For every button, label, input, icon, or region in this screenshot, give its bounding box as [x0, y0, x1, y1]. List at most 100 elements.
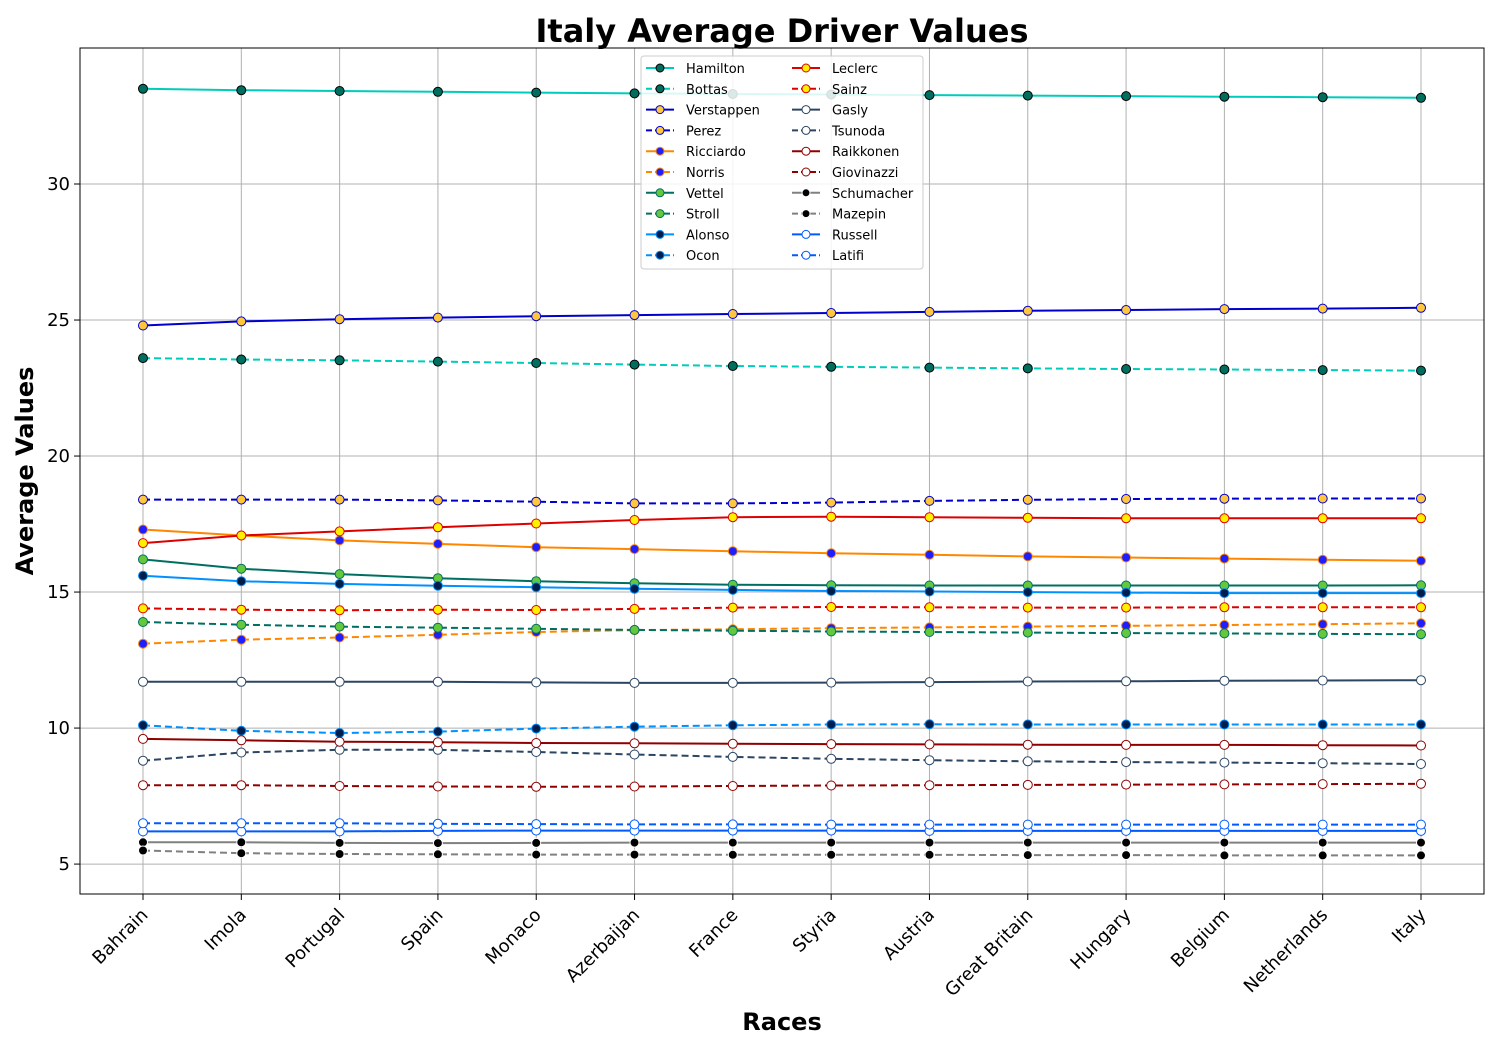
x-tick-label: Imola: [201, 905, 251, 955]
legend-item-sainz: Sainz: [792, 83, 867, 98]
data-point-gasly: [826, 677, 837, 688]
data-point-mazepin: [629, 849, 640, 860]
legend-label: Hamilton: [686, 62, 745, 77]
y-tick-label: 30: [47, 174, 70, 195]
data-point-verstappen: [531, 311, 542, 322]
data-point-stroll: [1416, 629, 1426, 640]
data-point-hamilton: [531, 87, 542, 98]
data-point-gasly: [1022, 676, 1033, 687]
data-point-sainz: [1317, 602, 1328, 613]
data-point-mazepin: [1317, 850, 1328, 861]
x-tick-label: France: [685, 905, 742, 962]
data-point-sainz: [334, 605, 345, 616]
data-point-schumacher: [432, 838, 443, 849]
series-stroll: [138, 617, 1426, 640]
legend-label: Bottas: [686, 83, 728, 98]
legend-label: Sainz: [832, 83, 867, 98]
series-tsunoda: [138, 744, 1426, 769]
legend-label: Stroll: [686, 208, 720, 223]
data-point-tsunoda: [1317, 758, 1328, 769]
data-point-latifi: [826, 819, 837, 830]
legend-item-giovinazzi: Giovinazzi: [792, 166, 898, 181]
legend-marker: [655, 250, 665, 260]
data-point-stroll: [432, 622, 443, 633]
data-point-raikkonen: [727, 738, 738, 749]
data-point-leclerc: [727, 512, 738, 523]
data-point-bottas: [531, 358, 542, 368]
data-point-bottas: [1121, 364, 1132, 374]
series-line-norris: [142, 622, 1422, 645]
data-point-bottas: [334, 355, 345, 366]
data-point-ocon: [1416, 719, 1426, 730]
data-point-latifi: [1121, 819, 1132, 830]
data-point-perez: [826, 497, 837, 508]
data-point-giovinazzi: [727, 781, 738, 791]
data-point-schumacher: [1317, 837, 1328, 848]
series-line-leclerc: [142, 515, 1421, 545]
data-point-mazepin: [924, 849, 935, 860]
y-axis-label: Average Values: [11, 367, 39, 576]
data-point-perez: [236, 494, 247, 505]
legend-box: [640, 55, 924, 270]
data-point-norris: [1317, 619, 1328, 630]
data-point-mazepin: [334, 849, 345, 859]
data-point-raikkonen: [432, 737, 443, 748]
series-line-ricciardo: [142, 528, 1422, 562]
data-point-stroll: [531, 623, 542, 634]
data-point-norris: [1416, 618, 1426, 629]
data-point-verstappen: [1022, 305, 1033, 316]
data-point-ricciardo: [138, 524, 148, 535]
data-point-mazepin: [138, 845, 148, 856]
series-line-russell: [143, 829, 1421, 833]
data-point-perez: [1022, 494, 1033, 505]
data-point-ocon: [138, 720, 148, 731]
data-point-ocon: [236, 725, 247, 736]
series-vettel: [138, 554, 1426, 591]
data-point-bottas: [727, 361, 738, 371]
data-point-raikkonen: [334, 736, 345, 747]
data-point-alonso: [629, 583, 640, 594]
legend-label: Latifi: [832, 249, 864, 264]
plot-area-frame: [79, 47, 1485, 895]
series-sainz: [138, 602, 1426, 616]
data-point-gasly: [1317, 675, 1328, 686]
legend-marker: [801, 167, 811, 177]
data-point-mazepin: [236, 848, 247, 859]
data-point-latifi: [727, 819, 738, 830]
data-point-hamilton: [334, 86, 345, 96]
data-point-tsunoda: [236, 747, 247, 758]
data-point-latifi: [629, 819, 640, 830]
data-point-ocon: [629, 721, 640, 732]
data-point-alonso: [1022, 587, 1033, 598]
data-point-hamilton: [1219, 91, 1230, 102]
legend-label: Ricciardo: [686, 145, 746, 160]
data-point-giovinazzi: [138, 780, 148, 791]
legend-marker: [655, 229, 665, 239]
series-line-verstappen: [142, 306, 1422, 327]
data-point-ocon: [727, 720, 738, 731]
data-point-stroll: [1317, 628, 1328, 639]
y-tick-label: 25: [47, 310, 70, 331]
legend-marker: [655, 146, 665, 156]
data-point-verstappen: [138, 320, 148, 331]
legend-marker: [801, 188, 811, 198]
data-point-verstappen: [629, 310, 640, 321]
data-point-schumacher: [1416, 837, 1426, 848]
data-point-stroll: [1121, 628, 1132, 639]
data-point-gasly: [138, 676, 148, 687]
data-point-ocon: [1317, 719, 1328, 730]
data-point-stroll: [236, 619, 247, 630]
x-tick-label: Belgium: [1167, 905, 1234, 972]
data-point-giovinazzi: [1121, 779, 1132, 790]
legend-item-gasly: Gasly: [792, 104, 868, 119]
data-point-ocon: [924, 719, 935, 730]
data-point-latifi: [1416, 819, 1426, 830]
data-point-alonso: [826, 586, 837, 596]
data-point-leclerc: [236, 530, 247, 541]
data-point-gasly: [629, 677, 640, 688]
data-point-verstappen: [236, 316, 247, 327]
data-point-sainz: [826, 602, 837, 612]
data-point-ricciardo: [1219, 553, 1230, 564]
data-point-schumacher: [236, 837, 247, 848]
x-tick-label: Hungary: [1066, 904, 1135, 973]
